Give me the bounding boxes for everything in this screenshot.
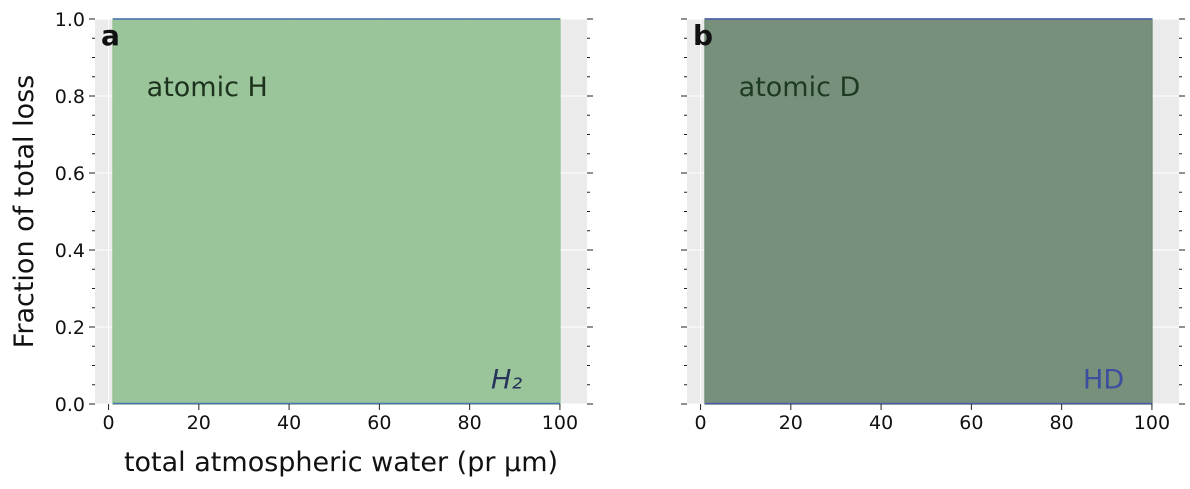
x-tick-label: 100 <box>1134 412 1170 434</box>
x-tick-label: 0 <box>694 412 706 434</box>
x-axis-title: total atmospheric water (pr μm) <box>124 447 558 478</box>
x-tick-label: 60 <box>367 412 391 434</box>
y-axis-title: Fraction of total loss <box>9 75 40 348</box>
annotation-atomic-h: atomic H <box>147 72 268 103</box>
x-tick-label: 20 <box>187 412 211 434</box>
x-tick-label: 80 <box>1050 412 1074 434</box>
panel-label-b: b <box>693 19 713 52</box>
annotation-hd: HD <box>1083 365 1124 396</box>
panel-label-a: a <box>101 19 120 52</box>
x-tick-label: 80 <box>458 412 482 434</box>
y-tick-label: 0.2 <box>55 317 85 339</box>
y-tick-label: 0.6 <box>55 163 85 185</box>
x-tick-label: 40 <box>869 412 893 434</box>
y-tick-label: 0.0 <box>55 394 85 416</box>
x-tick-label: 20 <box>779 412 803 434</box>
x-tick-label: 40 <box>277 412 301 434</box>
y-tick-label: 0.8 <box>55 86 85 108</box>
x-tick-label: 100 <box>542 412 578 434</box>
y-tick-label: 0.4 <box>55 240 85 262</box>
y-tick-label: 1.0 <box>55 9 85 31</box>
x-tick-label: 60 <box>959 412 983 434</box>
annotation-h-: H₂ <box>491 365 522 396</box>
annotation-atomic-d: atomic D <box>739 72 861 103</box>
x-tick-label: 0 <box>102 412 114 434</box>
